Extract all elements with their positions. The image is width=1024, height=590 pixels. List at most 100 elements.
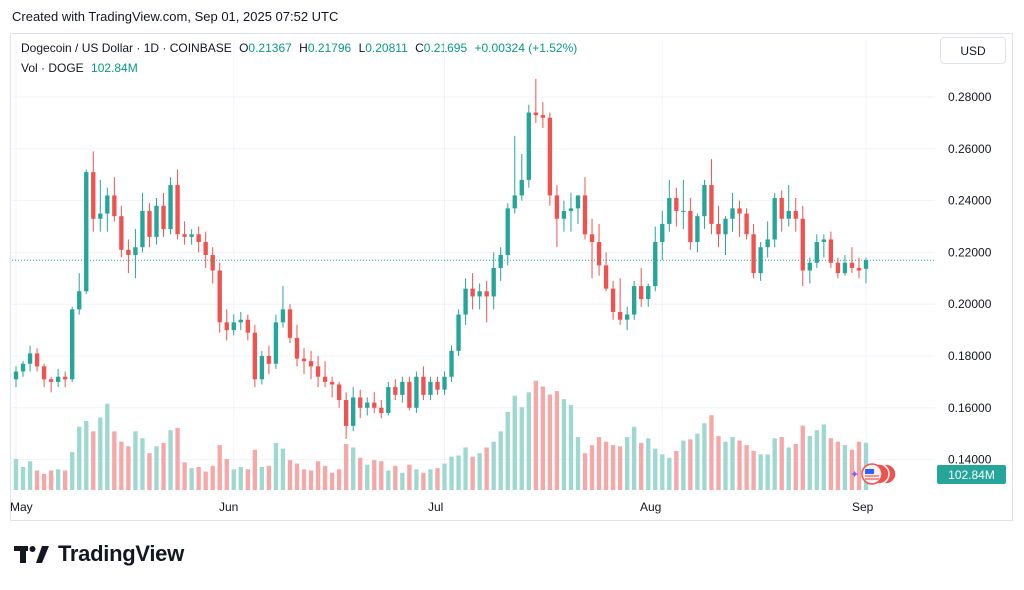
candle-body: [639, 286, 644, 300]
candle: [653, 226, 658, 292]
volume-bar: [821, 424, 827, 490]
candle-body: [688, 210, 693, 243]
candle-body: [624, 314, 630, 320]
symbol-title[interactable]: Dogecoin / US Dollar · 1D · COINBASE: [21, 41, 232, 55]
volume-bar: [449, 456, 454, 490]
volume-bar: [610, 445, 616, 490]
candle: [105, 187, 110, 232]
volume-bar: [849, 449, 855, 490]
candle: [617, 278, 623, 325]
volume-bar: [758, 454, 763, 490]
volume-bar: [414, 469, 419, 490]
volume-bar: [189, 468, 194, 490]
candle-body: [343, 400, 349, 426]
candle: [737, 200, 742, 237]
candle: [856, 257, 862, 279]
candle: [772, 192, 777, 248]
volume-bar: [547, 394, 553, 490]
candle-body: [533, 112, 539, 116]
candle: [336, 381, 342, 408]
x-tick-label: Sep: [852, 500, 874, 514]
candle-body: [372, 402, 377, 408]
candle-body: [800, 218, 805, 271]
volume-bar: [203, 471, 208, 490]
volume-bar: [842, 445, 848, 490]
candle-body: [856, 267, 862, 271]
volume-bars: [13, 380, 869, 490]
candle: [329, 376, 335, 398]
volume-bar: [828, 438, 834, 490]
volume-bar: [259, 467, 265, 490]
candle-body: [632, 286, 637, 315]
volume-bar: [126, 446, 131, 490]
candle: [484, 280, 489, 323]
y-tick-label: 0.22000: [948, 245, 992, 259]
candle: [119, 205, 124, 258]
brand-name: TradingView: [58, 541, 184, 566]
volume-bar: [435, 468, 440, 490]
volume-bar: [27, 461, 33, 490]
candle-body: [48, 379, 54, 382]
volume-bar: [393, 465, 398, 490]
candle-body: [182, 234, 187, 237]
volume-bar: [772, 438, 777, 490]
volume-bar: [779, 437, 784, 490]
volume-bar: [624, 437, 630, 490]
candle-body: [695, 216, 700, 243]
volume-bar: [224, 458, 229, 490]
volume-bar: [322, 465, 328, 490]
candle-body: [196, 234, 201, 243]
candle-body: [294, 337, 300, 359]
ohlc-legend: Dogecoin / US Dollar · 1D · COINBASE O0.…: [21, 41, 581, 55]
chart-frame[interactable]: [10, 33, 1013, 521]
candle-body: [442, 376, 447, 390]
candle: [758, 242, 763, 281]
candle-body: [414, 376, 419, 408]
candle: [112, 177, 117, 222]
candle-body: [266, 356, 272, 364]
volume-bar: [252, 449, 258, 490]
volume-bar: [20, 467, 26, 490]
candle-body: [351, 397, 356, 426]
low-label: L: [358, 41, 366, 55]
volume-bar: [77, 426, 82, 490]
candle: [674, 187, 679, 227]
volume-bar: [196, 467, 201, 490]
volume-bar: [667, 457, 672, 490]
candle-body: [84, 172, 89, 292]
candle-body: [55, 376, 61, 382]
volume-bar: [407, 464, 412, 490]
volume-bar: [709, 415, 714, 490]
candle: [498, 247, 503, 281]
candle-body: [702, 185, 707, 217]
x-axis-labels: May Jun Jul Aug Sep: [10, 500, 874, 514]
candle-body: [20, 363, 26, 372]
candle-body: [308, 361, 314, 367]
volume-bar: [343, 444, 349, 490]
volume-bar: [456, 455, 461, 490]
candle: [315, 356, 321, 388]
candle-body: [681, 210, 686, 212]
candle-body: [210, 254, 215, 271]
candle-body: [863, 260, 869, 269]
volume-bar: [273, 442, 279, 490]
open-label: O: [239, 41, 249, 55]
candle-body: [400, 381, 405, 395]
currency-button[interactable]: USD: [940, 37, 1006, 64]
y-tick-label: 0.16000: [948, 401, 992, 415]
tradingview-logo[interactable]: TradingView: [14, 541, 184, 567]
candle-body: [287, 309, 293, 338]
volume-bar: [133, 431, 138, 490]
volume-bar: [561, 399, 567, 490]
candle: [435, 376, 440, 395]
candle-body: [105, 195, 110, 214]
y-tick-label: 0.24000: [948, 194, 992, 208]
candle: [779, 190, 784, 232]
volume-label[interactable]: Vol · DOGE: [21, 61, 84, 75]
candle: [554, 185, 560, 248]
candle: [280, 286, 286, 328]
volume-bar: [182, 462, 187, 490]
volume-bar: [617, 446, 623, 490]
candle-body: [582, 195, 588, 235]
